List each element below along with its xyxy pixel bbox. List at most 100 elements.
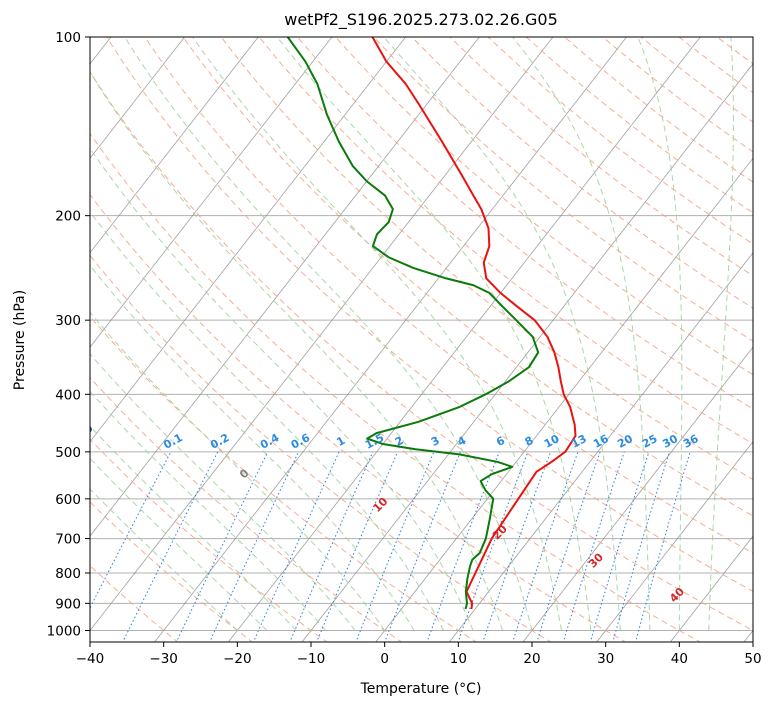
mixing-ratio-line: [589, 451, 650, 642]
moist-adiabat-line: [383, 37, 621, 631]
isotherm-line: [154, 37, 627, 642]
mixing-ratio-line: [536, 451, 601, 642]
dry-adiabat-line: [90, 376, 403, 642]
chart-title: wetPf2_S196.2025.273.02.26.G05: [284, 10, 558, 30]
dry-adiabat-line: [755, 37, 775, 643]
isotherm-line: [227, 37, 701, 642]
dry-adiabat-line: [90, 254, 552, 642]
moist-adiabat-line: [90, 147, 474, 631]
mixing-ratio-label: 16: [591, 432, 611, 451]
moist-adiabat-line: [90, 353, 356, 631]
moist-adiabat-line: [90, 71, 504, 631]
moist-adiabat-line: [637, 37, 683, 631]
mixing-ratio-label: 13: [569, 432, 589, 451]
moist-adiabat-line: [90, 457, 268, 631]
x-tick-label: 30: [597, 651, 614, 667]
y-tick-label: 600: [55, 492, 81, 508]
moist-adiabat-line: [512, 37, 651, 631]
axis-ticks: −40 −30 −20 −10 0 10 20 30 40 5010020030040050060…: [47, 30, 762, 667]
dry-adiabat-label: -10: [73, 422, 96, 445]
mixing-ratio-label: 0.2: [208, 431, 231, 452]
x-axis-label: Temperature (°C): [360, 681, 482, 697]
mixing-ratio-label: 10: [542, 432, 562, 451]
mixing-ratio-line: [355, 451, 435, 642]
mixing-ratio-label: 0.4: [258, 431, 282, 452]
mixing-ratio-line: [90, 451, 172, 609]
isotherm-line: [669, 535, 753, 642]
moist-adiabat-line: [90, 311, 386, 631]
y-axis-label: Pressure (hPa): [12, 290, 28, 390]
x-tick-label: 40: [671, 651, 688, 667]
x-tick-label: −20: [223, 651, 252, 667]
mixing-ratio-line: [512, 451, 579, 642]
moist-adiabat-label: 10: [370, 495, 390, 515]
moist-adiabat-line: [90, 210, 445, 631]
moist-adiabat-label: 40: [667, 585, 687, 605]
mixing-ratio-label: 25: [640, 432, 660, 451]
dry-adiabat-line: [90, 71, 753, 632]
isotherm-line: [90, 37, 480, 537]
mixing-ratio-label: 1.5: [363, 431, 386, 452]
y-tick-label: 100: [55, 30, 81, 46]
isotherm-line: [596, 440, 753, 642]
mixing-ratio-line: [562, 451, 625, 642]
mixing-ratio-label: 0.6: [289, 431, 313, 452]
dry-adiabat-line: [182, 37, 753, 517]
x-tick-label: 50: [744, 651, 761, 667]
mixing-ratio-label: 20: [615, 432, 635, 451]
y-tick-label: 800: [55, 566, 81, 582]
dry-adiabat-line: [411, 37, 753, 309]
mixing-ratio-line: [289, 451, 374, 642]
dewpoint-profile-line: [286, 37, 540, 610]
isotherm-line: [90, 37, 554, 632]
isotherm-line: [90, 37, 259, 254]
mixing-ratio-line: [426, 451, 500, 642]
y-tick-label: 500: [55, 445, 81, 461]
isotherm-line: [90, 37, 185, 159]
x-tick-label: −30: [149, 651, 178, 667]
dry-adiabat-label: -20: [0, 399, 17, 422]
isotherm-line: [90, 37, 333, 348]
mixing-ratio-label: 8: [523, 434, 536, 449]
dry-adiabat-line: [90, 132, 701, 642]
mixing-ratio-line: [457, 451, 529, 642]
isotherm-line: [90, 37, 406, 443]
dry-adiabat-line: [373, 37, 753, 342]
mixing-ratio-line: [384, 451, 461, 642]
moist-adiabat-line: [90, 264, 415, 631]
mixing-ratio-line: [316, 451, 399, 642]
mixing-ratio-line: [612, 451, 670, 642]
mixing-ratio-line: [482, 451, 552, 642]
dry-adiabat-line: [525, 37, 753, 214]
dry-adiabat-line: [220, 37, 753, 480]
mixing-ratio-label: 36: [681, 432, 701, 451]
x-tick-label: 0: [380, 651, 389, 667]
y-tick-label: 300: [55, 313, 81, 329]
dry-adiabat-line: [640, 37, 753, 123]
isotherm-line: [375, 157, 753, 642]
moist-adiabat-line: [192, 37, 562, 631]
mixing-ratio-label: 6: [494, 434, 507, 449]
dry-adiabat-line: [106, 37, 753, 592]
dry-adiabat-line: [602, 37, 753, 153]
isotherm-line: [448, 252, 753, 642]
temperature-profile-line: [371, 37, 577, 610]
mixing-ratio-line: [252, 451, 340, 642]
dry-adiabat-line: [487, 37, 753, 245]
mixing-ratio-line: [122, 451, 219, 642]
y-tick-label: 400: [55, 387, 81, 403]
moist-adiabat-label: 30: [586, 550, 606, 570]
moist-adiabat-line: [90, 390, 327, 631]
isotherm-line: [301, 63, 753, 642]
plot-frame: [89, 36, 754, 643]
y-tick-label: 1000: [47, 624, 81, 640]
x-tick-label: −10: [297, 651, 326, 667]
moist-adiabat-line: [124, 37, 533, 631]
dry-adiabat-line: [90, 438, 328, 642]
moist-adiabat-line: [708, 37, 734, 631]
x-tick-label: −40: [76, 651, 105, 667]
moist-adiabat-label: 20: [490, 522, 510, 542]
isotherm-line: [743, 629, 753, 642]
y-tick-label: 700: [55, 532, 81, 548]
